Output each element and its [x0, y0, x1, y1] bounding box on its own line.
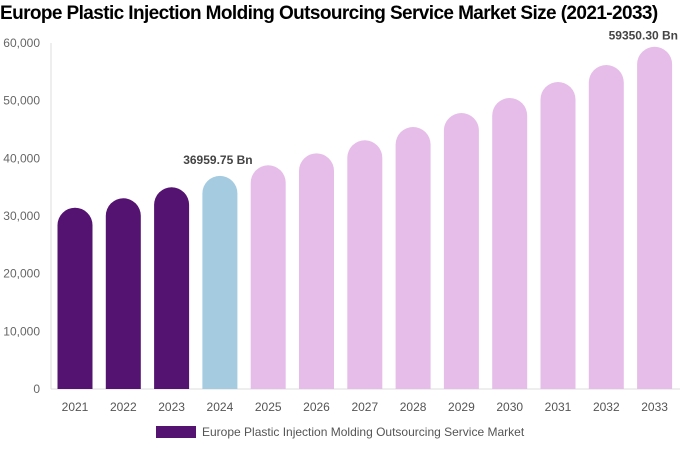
x-tick-label: 2029 [448, 400, 475, 414]
bar-2032 [588, 65, 624, 390]
bar-2033 [637, 46, 673, 389]
chart-title: Europe Plastic Injection Molding Outsour… [0, 3, 658, 24]
legend-swatch [156, 426, 196, 438]
y-tick-label: 60,000 [3, 36, 40, 50]
x-tick-label: 2030 [496, 400, 523, 414]
y-tick-label: 40,000 [3, 151, 40, 165]
x-tick-label: 2023 [158, 400, 185, 414]
bar-2026 [299, 153, 334, 389]
bar-2030 [492, 98, 528, 389]
y-tick-label: 10,000 [3, 324, 40, 338]
x-tick-label: 2025 [255, 400, 282, 414]
bar-2023 [154, 187, 190, 389]
x-tick-label: 2028 [400, 400, 427, 414]
bar-2024 [202, 175, 238, 389]
x-tick-label: 2022 [110, 400, 137, 414]
bar-2028 [395, 127, 431, 389]
bar-2029 [443, 113, 479, 390]
x-tick-label: 2021 [62, 400, 89, 414]
x-tick-label: 2026 [303, 400, 330, 414]
bar-2031 [540, 81, 576, 389]
bar-2025 [250, 165, 286, 389]
y-tick-label: 0 [33, 382, 40, 396]
legend: Europe Plastic Injection Molding Outsour… [156, 425, 524, 439]
y-tick-label: 30,000 [3, 209, 40, 223]
x-tick-label: 2024 [207, 400, 234, 414]
data-label-2024: 36959.75 Bn [183, 153, 252, 167]
bar-2027 [347, 140, 383, 389]
legend-label: Europe Plastic Injection Molding Outsour… [202, 425, 525, 439]
x-tick-label: 2033 [641, 400, 668, 414]
x-tick-label: 2032 [593, 400, 620, 414]
bar-2021 [57, 207, 93, 389]
x-tick-label: 2027 [351, 400, 378, 414]
y-tick-label: 20,000 [3, 267, 40, 281]
data-label-2033: 59350.30 Bn [609, 29, 678, 43]
x-tick-label: 2031 [545, 400, 572, 414]
y-tick-label: 50,000 [3, 94, 40, 108]
bar-2022 [105, 198, 141, 389]
